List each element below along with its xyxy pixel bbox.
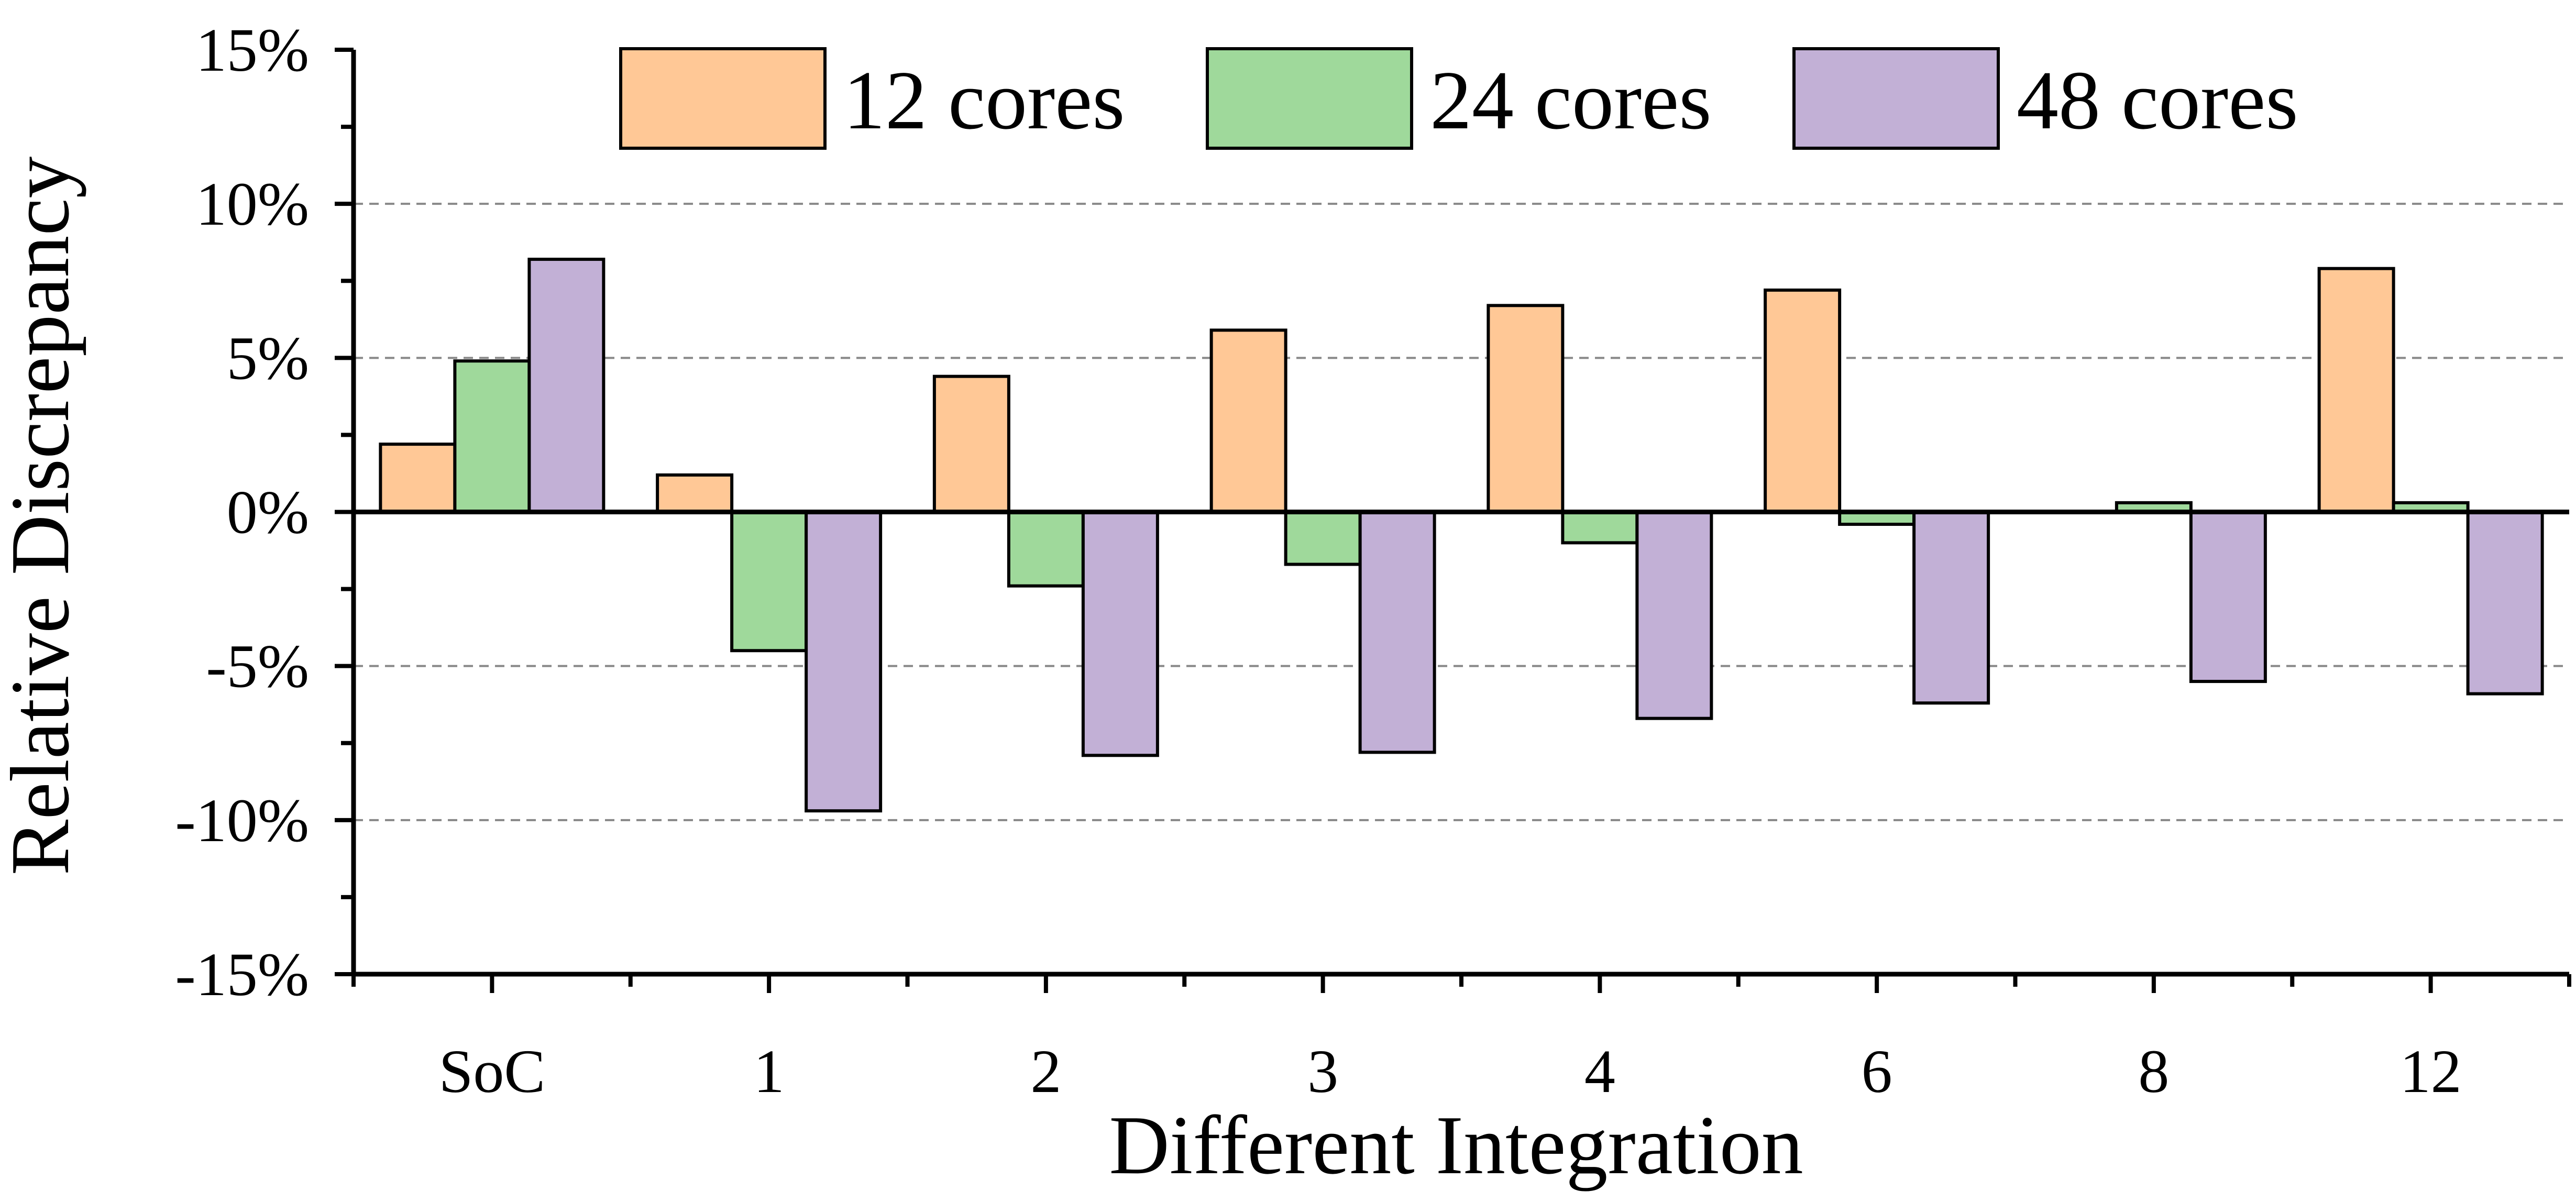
ticks-layer: -15%-10%-5%0%5%10%15%SoC 1 2 3 4 6 8 12: [175, 16, 2571, 1106]
bar-48-cores-1: [805, 510, 883, 813]
y-tick-label: 10%: [196, 170, 309, 238]
y-tick-label: 0%: [227, 478, 309, 547]
legend-label-48-cores: 48 cores: [2017, 53, 2298, 147]
x-tick-label: 2: [1030, 1037, 1061, 1106]
bar-24-cores-SoC: [453, 359, 531, 514]
x-tick-label: 6: [1862, 1037, 1892, 1106]
bar-48-cores-2: [1081, 510, 1159, 757]
y-tick-label: 5%: [227, 324, 309, 392]
bars-layer: [379, 258, 2544, 813]
bar-12-cores-12: [2317, 267, 2395, 514]
bar-24-cores-3: [1284, 510, 1362, 566]
axes-layer: [351, 50, 2569, 977]
bar-12-cores-SoC: [379, 443, 457, 514]
bar-24-cores-2: [1007, 510, 1085, 588]
bar-48-cores-SoC: [527, 258, 606, 514]
bar-48-cores-6: [1912, 510, 1990, 705]
bar-12-cores-4: [1487, 304, 1565, 514]
x-tick-label: 1: [754, 1037, 785, 1106]
y-tick-label: -15%: [175, 940, 309, 1009]
x-tick-label: SoC: [439, 1037, 545, 1106]
legend-swatch-12-cores: [619, 47, 827, 150]
legend-swatch-48-cores: [1792, 47, 2000, 150]
bar-24-cores-1: [730, 510, 808, 653]
y-tick-label: -5%: [206, 632, 309, 701]
x-axis-title: Different Integration: [1109, 1098, 1803, 1192]
bar-48-cores-8: [2189, 510, 2267, 683]
legend-label-24-cores: 24 cores: [1430, 53, 1712, 147]
bar-24-cores-4: [1561, 510, 1639, 545]
y-tick-label: 15%: [196, 16, 309, 84]
legend: 12 cores 24 cores 48 cores: [619, 47, 2298, 150]
bar-48-cores-12: [2466, 510, 2544, 696]
bar-48-cores-4: [1635, 510, 1713, 720]
x-tick-label: 4: [1584, 1037, 1615, 1106]
bar-12-cores-6: [1764, 288, 1842, 514]
bar-12-cores-3: [1209, 328, 1287, 514]
legend-label-12-cores: 12 cores: [843, 53, 1125, 147]
legend-swatch-24-cores: [1206, 47, 1413, 150]
x-tick-label: 12: [2400, 1037, 2462, 1106]
bar-12-cores-1: [656, 473, 734, 514]
y-tick-label: -10%: [175, 786, 309, 855]
y-axis-title: Relative Discrepancy: [0, 157, 86, 876]
x-tick-label: 3: [1307, 1037, 1338, 1106]
x-tick-label: 8: [2138, 1037, 2169, 1106]
bar-12-cores-2: [932, 374, 1010, 514]
bar-48-cores-3: [1358, 510, 1436, 754]
